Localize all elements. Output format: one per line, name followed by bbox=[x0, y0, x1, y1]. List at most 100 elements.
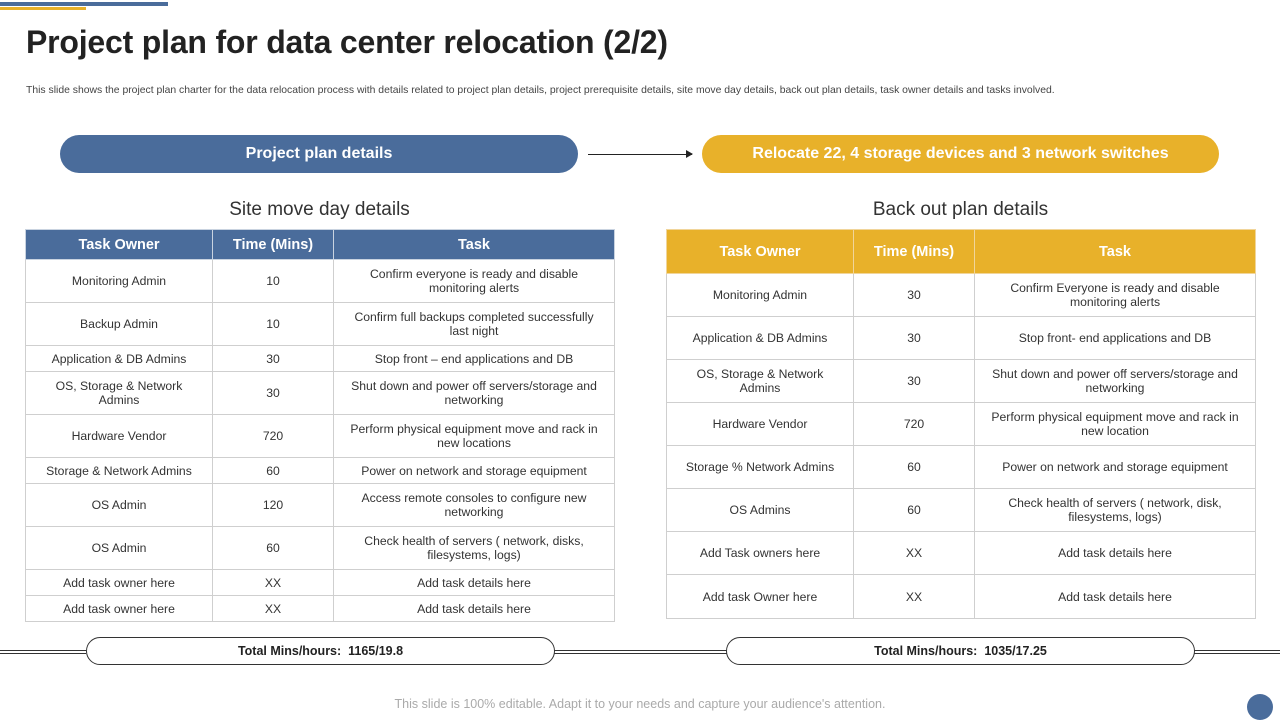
page-subtitle: This slide shows the project plan charte… bbox=[26, 85, 1055, 96]
cell-task-owner: Backup Admin bbox=[25, 302, 213, 346]
cell-task-owner: Storage & Network Admins bbox=[25, 457, 213, 484]
table-row: OS Admins 60 Check health of servers ( net… bbox=[666, 488, 1256, 532]
cell-time: 30 bbox=[853, 316, 975, 360]
table-row: OS, Storage & Network Admins 30 Shut down … bbox=[25, 371, 615, 415]
cell-time: 30 bbox=[853, 273, 975, 317]
page-title: Project plan for data center relocation … bbox=[26, 24, 668, 60]
site-move-table: Task Owner Time (Mins) Task Monitoring A… bbox=[25, 229, 615, 622]
table-row: Monitoring Admin 30 Confirm Everyone is re… bbox=[666, 273, 1256, 317]
cell-time: 30 bbox=[853, 359, 975, 403]
table-row: Storage & Network Admins 60 Power on netwo… bbox=[25, 457, 615, 484]
relocate-summary-pill: Relocate 22, 4 storage devices and 3 net… bbox=[702, 135, 1219, 173]
cell-task-owner: Add task owner here bbox=[25, 569, 213, 596]
cell-task-owner: OS Admin bbox=[25, 483, 213, 527]
corner-dot bbox=[1247, 694, 1273, 720]
header-task: Task bbox=[974, 229, 1256, 274]
cell-task-owner: Add task Owner here bbox=[666, 574, 854, 619]
cell-task: Check health of servers ( network, disks… bbox=[333, 526, 615, 570]
table-row: Application & DB Admins 30 Stop front- end… bbox=[666, 316, 1256, 360]
back-out-total: Total Mins/hours: 1035/17.25 bbox=[726, 637, 1195, 665]
cell-task: Add task details here bbox=[974, 531, 1256, 575]
total-label: Total Mins/hours: bbox=[237, 644, 342, 658]
total-value: 1165/19.8 bbox=[348, 644, 404, 658]
cell-time: XX bbox=[853, 574, 975, 619]
top-accent-bar bbox=[0, 2, 168, 6]
header-task-owner: Task Owner bbox=[25, 229, 213, 260]
cell-task: Confirm full backups completed successfu… bbox=[333, 302, 615, 346]
cell-time: 720 bbox=[853, 402, 975, 446]
cell-task: Power on network and storage equipment bbox=[974, 445, 1256, 489]
cell-time: 60 bbox=[212, 526, 334, 570]
cell-task-owner: OS, Storage & Network Admins bbox=[25, 371, 213, 415]
table-header-row: Task Owner Time (Mins) Task bbox=[25, 229, 615, 260]
top-accent-bar-gold bbox=[0, 7, 86, 10]
cell-task: Stop front- end applications and DB bbox=[974, 316, 1256, 360]
cell-task-owner: Hardware Vendor bbox=[666, 402, 854, 446]
cell-task: Confirm Everyone is ready and disable mo… bbox=[974, 273, 1256, 317]
table-row: Add task owner here XX Add task details he… bbox=[25, 569, 615, 596]
header-task-owner: Task Owner bbox=[666, 229, 854, 274]
cell-task: Add task details here bbox=[333, 595, 615, 622]
table-row: Add task owner here XX Add task details he… bbox=[25, 595, 615, 622]
cell-task-owner: Application & DB Admins bbox=[666, 316, 854, 360]
total-line-middle bbox=[553, 653, 727, 654]
cell-task: Confirm everyone is ready and disable mo… bbox=[333, 259, 615, 303]
cell-task-owner: Hardware Vendor bbox=[25, 414, 213, 458]
header-time: Time (Mins) bbox=[212, 229, 334, 260]
total-line-middle bbox=[553, 650, 727, 651]
table-row: Backup Admin 10 Confirm full backups compl… bbox=[25, 302, 615, 346]
cell-task-owner: OS, Storage & Network Admins bbox=[666, 359, 854, 403]
cell-task: Access remote consoles to configure new … bbox=[333, 483, 615, 527]
cell-task: Perform physical equipment move and rack… bbox=[974, 402, 1256, 446]
cell-task: Shut down and power off servers/storage … bbox=[974, 359, 1256, 403]
cell-task-owner: OS Admin bbox=[25, 526, 213, 570]
cell-time: XX bbox=[212, 595, 334, 622]
table-row: Add Task owners here XX Add task details h… bbox=[666, 531, 1256, 575]
header-time: Time (Mins) bbox=[853, 229, 975, 274]
arrow-icon bbox=[588, 150, 693, 158]
table-row: OS, Storage & Network Admins 30 Shut down … bbox=[666, 359, 1256, 403]
cell-time: 30 bbox=[212, 371, 334, 415]
table-row: Monitoring Admin 10 Confirm everyone is re… bbox=[25, 259, 615, 303]
cell-task-owner: Monitoring Admin bbox=[666, 273, 854, 317]
footer-note: This slide is 100% editable. Adapt it to… bbox=[394, 697, 886, 711]
cell-task-owner: Storage % Network Admins bbox=[666, 445, 854, 489]
total-value: 1035/17.25 bbox=[984, 644, 1047, 658]
total-line-left bbox=[0, 653, 86, 654]
total-label: Total Mins/hours: bbox=[874, 644, 978, 658]
total-line-right bbox=[1194, 650, 1280, 651]
cell-time: 60 bbox=[212, 457, 334, 484]
table-row: Add task Owner here XX Add task details he… bbox=[666, 574, 1256, 619]
table-row: Hardware Vendor 720 Perform physical equip… bbox=[666, 402, 1256, 446]
cell-task: Add task details here bbox=[974, 574, 1256, 619]
cell-time: XX bbox=[853, 531, 975, 575]
cell-task: Perform physical equipment move and rack… bbox=[333, 414, 615, 458]
cell-time: XX bbox=[212, 569, 334, 596]
cell-task: Power on network and storage equipment bbox=[333, 457, 615, 484]
cell-task-owner: Monitoring Admin bbox=[25, 259, 213, 303]
table-row: Application & DB Admins 30 Stop front – en… bbox=[25, 345, 615, 372]
cell-time: 720 bbox=[212, 414, 334, 458]
project-plan-details-pill: Project plan details bbox=[60, 135, 578, 173]
total-line-right bbox=[1194, 653, 1280, 654]
cell-task: Shut down and power off servers/storage … bbox=[333, 371, 615, 415]
cell-task-owner: Add Task owners here bbox=[666, 531, 854, 575]
total-line-left bbox=[0, 650, 86, 651]
cell-task-owner: OS Admins bbox=[666, 488, 854, 532]
cell-time: 10 bbox=[212, 259, 334, 303]
table-header-row: Task Owner Time (Mins) Task bbox=[666, 229, 1256, 274]
table-row: Hardware Vendor 720 Perform physical equip… bbox=[25, 414, 615, 458]
back-out-table: Task Owner Time (Mins) Task Monitoring A… bbox=[666, 229, 1256, 619]
cell-time: 30 bbox=[212, 345, 334, 372]
cell-time: 120 bbox=[212, 483, 334, 527]
cell-time: 10 bbox=[212, 302, 334, 346]
cell-time: 60 bbox=[853, 445, 975, 489]
cell-task: Check health of servers ( network, disk,… bbox=[974, 488, 1256, 532]
cell-task: Add task details here bbox=[333, 569, 615, 596]
table-row: Storage % Network Admins 60 Power on netwo… bbox=[666, 445, 1256, 489]
site-move-total: Total Mins/hours: 1165/19.8 bbox=[86, 637, 555, 665]
table-row: OS Admin 60 Check health of servers ( netw… bbox=[25, 526, 615, 570]
back-out-title: Back out plan details bbox=[872, 199, 1049, 220]
cell-task: Stop front – end applications and DB bbox=[333, 345, 615, 372]
cell-task-owner: Add task owner here bbox=[25, 595, 213, 622]
